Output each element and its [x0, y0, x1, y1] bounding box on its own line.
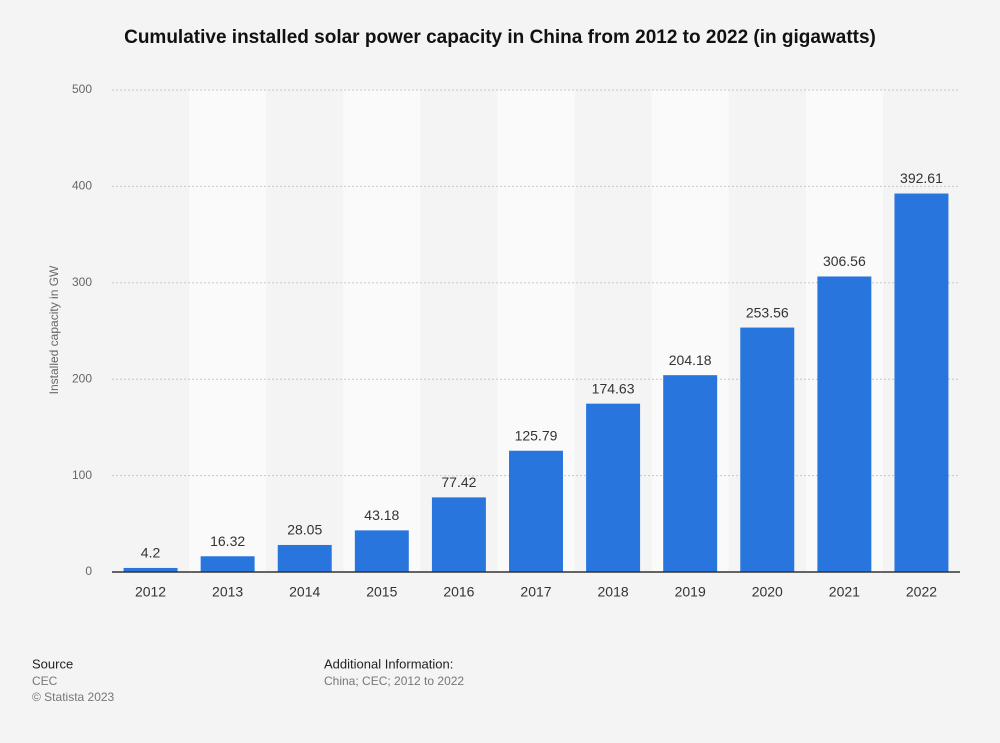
- x-tick-label: 2019: [675, 584, 706, 600]
- bar: [277, 544, 332, 572]
- bar: [663, 375, 718, 572]
- source-heading: Source: [32, 656, 73, 671]
- plot-area: 0 100 200 300 400 500 2012 4.2 2013 16.32 2014 28.0…: [72, 82, 960, 600]
- value-label: 125.79: [515, 427, 558, 443]
- y-axis-label: Installed capacity in GW: [47, 265, 61, 394]
- bar: [354, 530, 409, 572]
- x-tick-label: 2020: [752, 584, 783, 600]
- copyright: © Statista 2023: [32, 690, 115, 704]
- y-tick-label: 400: [72, 179, 92, 193]
- value-label: 306.56: [823, 253, 866, 269]
- x-tick-label: 2022: [906, 584, 937, 600]
- value-label: 16.32: [210, 533, 245, 549]
- x-tick-label: 2021: [829, 584, 860, 600]
- x-tick-label: 2012: [135, 584, 166, 600]
- value-label: 253.56: [746, 304, 789, 320]
- x-tick-label: 2016: [443, 584, 474, 600]
- bar: [431, 497, 486, 572]
- y-tick-label: 300: [72, 275, 92, 289]
- value-label: 204.18: [669, 352, 712, 368]
- x-tick-label: 2014: [289, 584, 320, 600]
- bar: [817, 276, 872, 572]
- chart-title: Cumulative installed solar power capacit…: [124, 27, 876, 48]
- y-tick-label: 500: [72, 82, 92, 96]
- bar: [894, 193, 949, 572]
- value-label: 77.42: [441, 474, 476, 490]
- bar: [740, 327, 795, 572]
- x-tick-label: 2017: [520, 584, 551, 600]
- y-tick-label: 100: [72, 468, 92, 482]
- value-label: 43.18: [364, 507, 399, 523]
- band-stripe: [343, 90, 421, 572]
- source: CEC: [32, 674, 58, 688]
- value-label: 392.61: [900, 170, 943, 186]
- value-label: 28.05: [287, 522, 322, 538]
- y-tick-label: 200: [72, 371, 92, 385]
- x-tick-label: 2018: [598, 584, 629, 600]
- value-label: 4.2: [141, 545, 161, 561]
- bar: [200, 556, 255, 572]
- x-tick-label: 2013: [212, 584, 243, 600]
- x-tick-label: 2015: [366, 584, 397, 600]
- y-tick-label: 0: [85, 564, 92, 578]
- info-heading: Additional Information:: [324, 656, 453, 671]
- info: China; CEC; 2012 to 2022: [324, 674, 464, 688]
- bar: [509, 450, 563, 572]
- bar: [123, 567, 178, 572]
- band-stripe: [189, 90, 267, 572]
- value-label: 174.63: [592, 380, 635, 396]
- bar: [586, 403, 641, 572]
